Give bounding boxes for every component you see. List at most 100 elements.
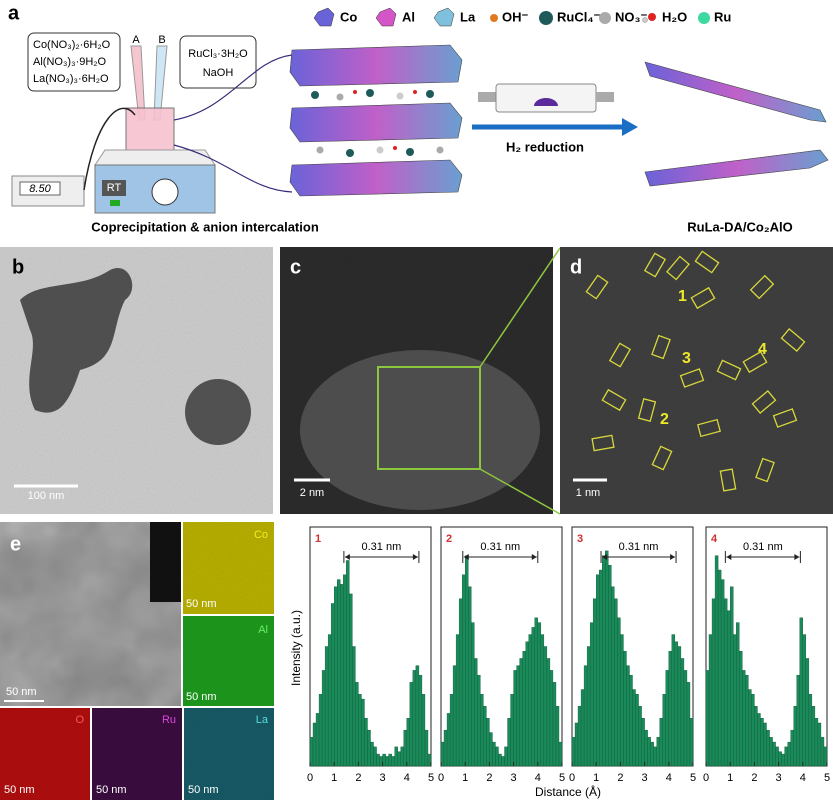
histogram-bar [689, 718, 694, 767]
histogram-bar [461, 574, 466, 767]
probe-cable [83, 107, 136, 191]
histogram-bar [534, 617, 539, 767]
histogram-bar [394, 746, 398, 767]
histogram-bar [677, 646, 682, 767]
histogram-bar [814, 718, 819, 767]
histogram-bar [757, 713, 761, 767]
panel-label: a [8, 2, 20, 24]
histogram-bar [330, 603, 335, 767]
histogram-bar [449, 694, 454, 767]
histogram-bar [769, 737, 773, 767]
histogram-bar [793, 706, 797, 767]
histogram-bar [465, 555, 469, 767]
background [150, 522, 181, 602]
histogram-bar [486, 718, 490, 767]
histogram-bar [674, 641, 679, 767]
histogram-bar [455, 634, 460, 767]
legend-label: OH⁻ [502, 9, 529, 24]
histogram-bar [787, 741, 791, 767]
scale-label: 50 nm [4, 784, 35, 796]
histogram-bar [355, 682, 359, 767]
histogram-bar [327, 634, 332, 767]
histogram-bar [519, 658, 523, 767]
eds-map [184, 708, 274, 800]
legend-icon [539, 11, 553, 25]
histogram-bar [739, 651, 743, 767]
histogram-bar [808, 694, 813, 767]
x-tick-label: 5 [428, 772, 434, 784]
x-tick-label: 4 [535, 772, 541, 784]
x-tick-label: 2 [355, 772, 361, 784]
panel-c: c 2 nm [280, 247, 561, 515]
histogram-bar [754, 706, 758, 767]
histogram-bar [364, 718, 368, 767]
histogram-bar [516, 665, 520, 767]
histogram-bar [549, 670, 554, 767]
histogram-bar [388, 753, 392, 767]
histogram-bar [656, 737, 660, 767]
histogram-bar [376, 753, 380, 767]
histogram-bar [629, 674, 633, 767]
histogram-bar [599, 569, 603, 767]
x-tick-label: 0 [703, 772, 709, 784]
histogram-bar [498, 753, 502, 767]
panel-label: d [570, 256, 582, 278]
x-tick-label: 1 [331, 772, 337, 784]
eds-map [183, 616, 274, 706]
histogram-bar [415, 665, 420, 767]
histogram-bar [458, 598, 463, 767]
histogram-bar [513, 670, 517, 767]
indicator [110, 200, 120, 206]
histogram-bar [680, 658, 685, 767]
histogram-bar [811, 706, 816, 767]
histogram-bar [748, 689, 752, 767]
histogram-bar [358, 694, 362, 767]
histogram-bar [714, 555, 719, 767]
histogram-bar [605, 550, 609, 767]
histogram-bar [632, 689, 636, 767]
legend-label: La [460, 9, 476, 24]
scale-label: 50 nm [6, 686, 37, 698]
histogram-bar [665, 670, 670, 767]
x-tick-label: 2 [751, 772, 757, 784]
scale-label: 50 nm [186, 691, 217, 703]
histogram-bar [558, 741, 563, 767]
x-tick-label: 0 [307, 772, 313, 784]
histogram-bar [799, 617, 804, 767]
panel-a: a Co Al La OH⁻ RuCl₄⁻ NO₃⁻ H₂O Ru Co(NO₃… [8, 2, 829, 234]
ph-display [19, 181, 61, 196]
connector [173, 54, 293, 121]
histogram-bar [537, 622, 542, 767]
histogram-bar [501, 756, 505, 767]
stirrer-label: RT [107, 182, 122, 194]
histogram-bar [510, 694, 514, 767]
histogram-bar [668, 651, 673, 767]
x-tick-label: 0 [438, 772, 444, 784]
annotation: 0.31 nm [362, 541, 402, 553]
histogram-bar [596, 574, 600, 767]
x-tick-label: 0 [569, 772, 575, 784]
histogram-bar [546, 658, 551, 767]
histogram-bar [717, 569, 722, 767]
histogram-bar [635, 694, 639, 767]
histogram-bar [683, 670, 688, 767]
histogram-bar [805, 658, 810, 767]
histogram-bar [577, 706, 582, 767]
histogram-bar [391, 756, 395, 767]
legend-icon [433, 7, 455, 27]
x-tick-label: 5 [824, 772, 830, 784]
histogram-bar [823, 746, 828, 767]
histogram-bar [373, 746, 377, 767]
histogram-bar [337, 579, 341, 767]
x-tick-label: 1 [462, 772, 468, 784]
histogram-bar [736, 622, 740, 767]
x-tick-label: 1 [593, 772, 599, 784]
histogram-bar [477, 674, 481, 767]
map-element: La [256, 714, 269, 726]
histogram-bar [555, 706, 560, 767]
tube-end [478, 92, 496, 102]
histogram-bar [653, 746, 657, 767]
histogram-bar [406, 718, 411, 767]
x-tick-label: 5 [690, 772, 696, 784]
histogram-bar [751, 694, 755, 767]
